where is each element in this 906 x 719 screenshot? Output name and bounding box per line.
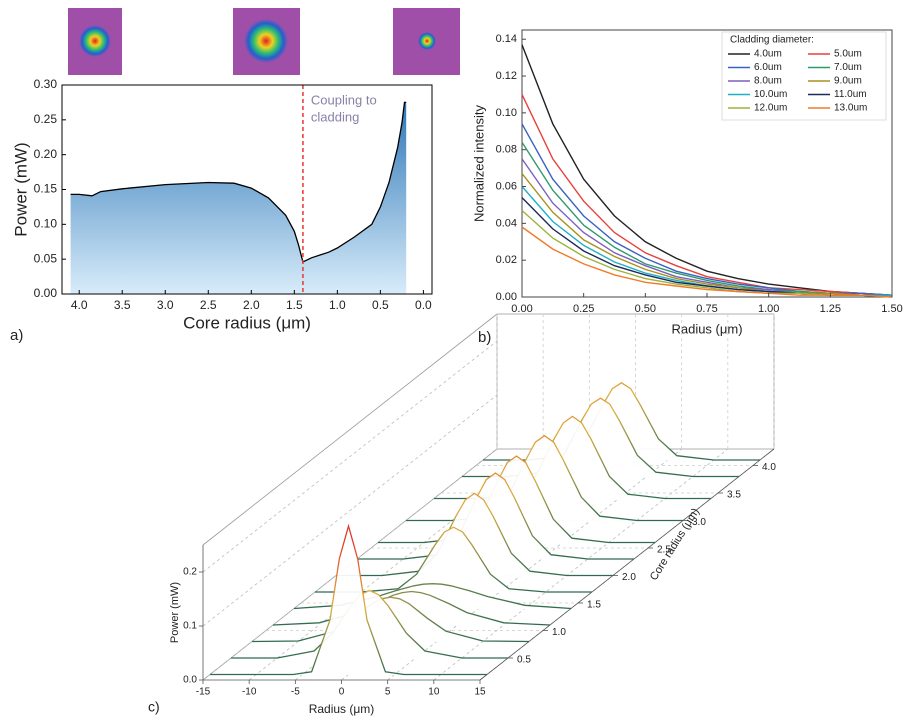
y-tick-label: 0.14	[496, 33, 517, 45]
x-tick-label: 1.00	[758, 303, 779, 315]
x-axis-label: Radius (μm)	[309, 702, 375, 716]
y-tick-label: 0.04	[496, 217, 517, 229]
y-tick-label: 0.15	[34, 182, 58, 196]
y-tick-label: 0.30	[34, 77, 58, 91]
legend-label: 13.0um	[834, 103, 867, 114]
legend-label: 5.0um	[834, 49, 862, 60]
y-tick-label: 0.00	[496, 291, 517, 303]
depth-tick-label: 1.5	[587, 600, 601, 611]
x-tick-label: 0.25	[573, 303, 594, 315]
z-tick-label: 0.1	[183, 621, 197, 632]
inset-spot	[244, 19, 288, 63]
y-tick-label: 0.10	[496, 107, 517, 119]
x-tick-label: -15	[196, 687, 211, 698]
legend-label: 6.0um	[754, 62, 782, 73]
x-tick-label: 1.0	[329, 298, 346, 312]
x-tick-label: 0.00	[511, 303, 532, 315]
series-line	[522, 124, 892, 295]
depth-tick-label: 1.0	[552, 627, 566, 638]
legend-label: 9.0um	[834, 76, 862, 87]
depth-tick-label: 3.5	[727, 490, 741, 501]
legend-label: 10.0um	[754, 89, 787, 100]
legend-label: 8.0um	[754, 76, 782, 87]
legend-label: 4.0um	[754, 49, 782, 60]
legend-label: 7.0um	[834, 62, 862, 73]
series-line	[522, 142, 892, 295]
depth-tick-label: 2.0	[622, 572, 636, 583]
y-tick-label: 0.00	[34, 286, 58, 300]
x-tick-label: 0	[339, 687, 345, 698]
z-tick-label: 0.0	[183, 675, 197, 686]
x-tick-label: 0.75	[696, 303, 717, 315]
y-tick-label: 0.06	[496, 180, 517, 192]
x-tick-label: 1.50	[881, 303, 902, 315]
panel-label: a)	[10, 327, 23, 344]
x-tick-label: 2.5	[200, 298, 217, 312]
inset-spot	[418, 32, 436, 50]
series-line	[522, 159, 892, 295]
legend-label: 12.0um	[754, 103, 787, 114]
x-tick-label: 3.5	[114, 298, 131, 312]
annotation: cladding	[311, 109, 359, 124]
x-axis-label: Radius (μm)	[671, 321, 742, 336]
legend-label: 11.0um	[834, 89, 867, 100]
y-tick-label: 0.12	[496, 70, 517, 82]
x-tick-label: -5	[291, 687, 300, 698]
panel-label: b)	[478, 329, 491, 346]
x-tick-label: 10	[428, 687, 440, 698]
depth-axis-label: Core radius (μm)	[648, 506, 702, 583]
depth-tick-label: 0.5	[517, 655, 531, 666]
legend-title: Cladding diameter:	[730, 35, 814, 46]
depth-tick-label: 4.0	[762, 462, 776, 473]
x-tick-label: 1.25	[820, 303, 841, 315]
y-tick-label: 0.25	[34, 112, 58, 126]
figure: Coupling tocladding0.000.050.100.150.200…	[0, 0, 906, 719]
x-tick-label: 4.0	[71, 298, 88, 312]
y-tick-label: 0.08	[496, 144, 517, 156]
x-tick-label: -10	[242, 687, 257, 698]
x-tick-label: 5	[385, 687, 391, 698]
y-axis-label: Normalized intensity	[471, 104, 486, 222]
x-tick-label: 0.50	[635, 303, 656, 315]
z-tick-label: 0.2	[183, 567, 197, 578]
y-tick-label: 0.10	[34, 217, 58, 231]
y-tick-label: 0.02	[496, 254, 517, 266]
x-tick-label: 15	[474, 687, 486, 698]
annotation: Coupling to	[311, 92, 377, 107]
inset-spot	[79, 25, 111, 57]
y-tick-label: 0.20	[34, 147, 58, 161]
x-axis-label: Core radius (μm)	[183, 313, 311, 332]
x-tick-label: 1.5	[286, 298, 303, 312]
y-axis-label: Power (mW)	[11, 142, 30, 236]
panel-label: c)	[148, 699, 160, 715]
y-tick-label: 0.05	[34, 251, 58, 265]
x-tick-label: 0.0	[415, 298, 432, 312]
area	[71, 102, 407, 294]
x-tick-label: 3.0	[157, 298, 174, 312]
mode-insets	[68, 8, 460, 75]
series-line	[522, 94, 892, 295]
x-tick-label: 0.5	[372, 298, 389, 312]
z-axis-label: Power (mW)	[169, 582, 181, 643]
x-tick-label: 2.0	[243, 298, 260, 312]
